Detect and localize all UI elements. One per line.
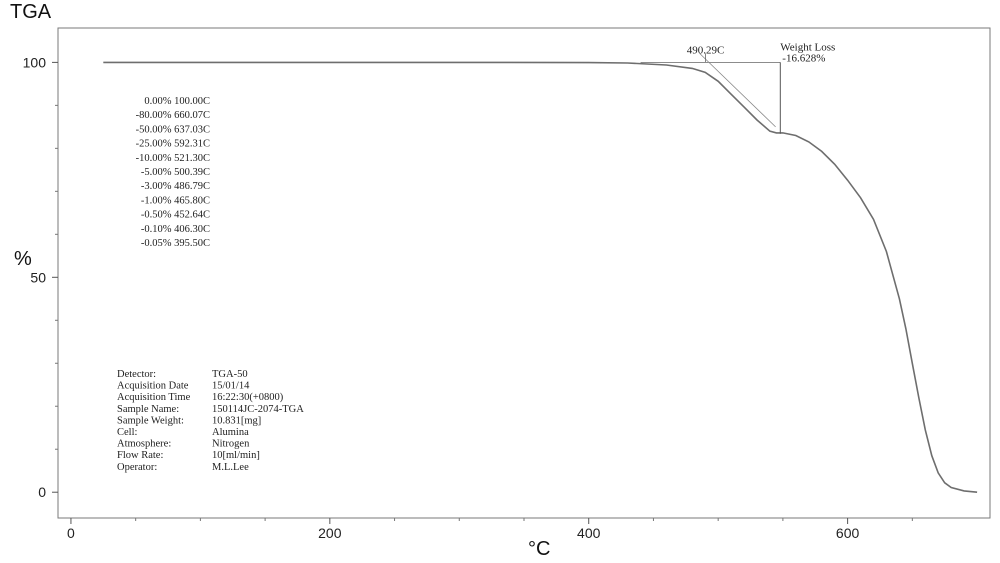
info-label: Sample Weight: [117, 415, 184, 426]
x-axis-label: °C [528, 538, 550, 560]
loss-table-row: -80.00% 660.07C [136, 110, 210, 121]
loss-table-row: -5.00% 500.39C [141, 167, 210, 178]
info-label: Detector: [117, 369, 156, 380]
loss-table-row: -3.00% 486.79C [141, 181, 210, 192]
loss-table-row: -10.00% 521.30C [136, 153, 210, 164]
loss-table-row: -0.50% 452.64C [141, 210, 210, 221]
weight-loss-value: -16.628% [782, 52, 825, 64]
info-value: 16:22:30(+0800) [212, 392, 284, 403]
info-value: TGA-50 [212, 369, 248, 380]
info-label: Acquisition Date [117, 381, 189, 392]
info-value: 15/01/14 [212, 381, 250, 392]
loss-table-row: 0.00% 100.00C [144, 96, 210, 107]
x-tick-label: 400 [577, 525, 601, 541]
y-axis-label: % [14, 248, 32, 270]
loss-table-row: -50.00% 637.03C [136, 124, 210, 135]
loss-table-row: -1.00% 465.80C [141, 195, 210, 206]
info-value: 10.831[mg] [212, 415, 261, 426]
info-value: Nitrogen [212, 439, 250, 450]
loss-table-row: -25.00% 592.31C [136, 139, 210, 150]
y-tick-label: 0 [38, 484, 46, 500]
chart-title: TGA [10, 1, 52, 23]
info-value: M.L.Lee [212, 462, 249, 473]
info-label: Flow Rate: [117, 450, 163, 461]
x-tick-label: 600 [836, 525, 860, 541]
x-tick-label: 200 [318, 525, 342, 541]
info-label: Atmosphere: [117, 439, 171, 450]
info-value: Alumina [212, 427, 249, 438]
info-label: Sample Name: [117, 404, 179, 415]
y-tick-label: 50 [30, 269, 46, 285]
info-label: Operator: [117, 462, 157, 473]
info-label: Cell: [117, 427, 137, 438]
info-label: Acquisition Time [117, 392, 191, 403]
loss-table-row: -0.10% 406.30C [141, 224, 210, 235]
info-value: 150114JC-2074-TGA [212, 404, 304, 415]
loss-table: 0.00% 100.00C -80.00% 660.07C -50.00% 637.… [136, 96, 210, 249]
onset-label: 490.29C [687, 44, 725, 56]
x-tick-label: 0 [67, 525, 75, 541]
loss-table-row: -0.05% 395.50C [141, 238, 210, 249]
y-tick-label: 100 [23, 54, 47, 70]
info-value: 10[ml/min] [212, 450, 260, 461]
